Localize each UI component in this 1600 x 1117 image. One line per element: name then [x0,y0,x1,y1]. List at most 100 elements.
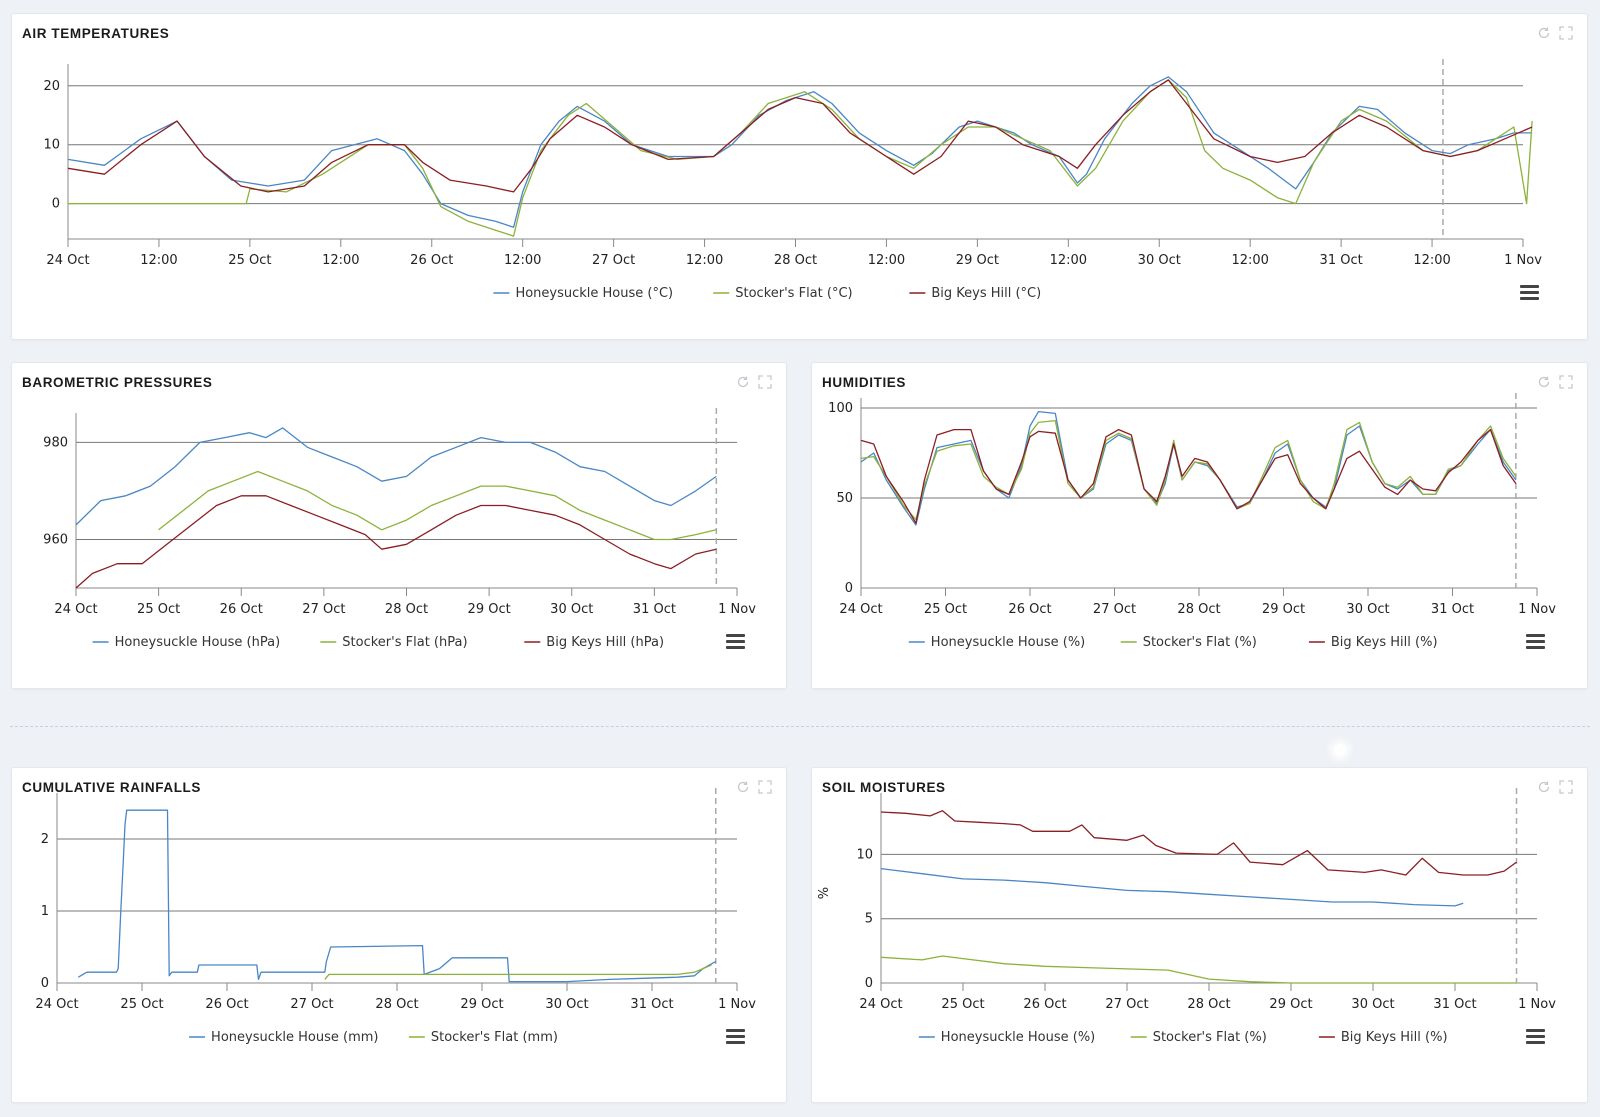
fullscreen-icon[interactable] [758,375,772,389]
fullscreen-icon[interactable] [1559,375,1573,389]
x-tick-label: 25 Oct [228,253,271,268]
x-tick-label: 30 Oct [550,602,593,617]
x-tick-label: 1 Nov [718,997,756,1012]
panel-title: CUMULATIVE RAINFALLS [22,780,201,795]
x-tick-label: 12:00 [504,253,541,268]
series-line-1 [880,867,1464,907]
x-tick-label: 26 Oct [1008,602,1051,617]
menu-bar [1526,646,1545,649]
y-tick-label: 0 [865,976,873,991]
hamburger-menu-icon[interactable] [1520,285,1539,300]
y-tick-label: 2 [41,832,49,847]
refresh-icon[interactable] [736,780,750,794]
legend-item[interactable]: Honeysuckle House (mm) [189,1030,378,1045]
x-tick-label: 12:00 [868,253,905,268]
x-tick-label: 12:00 [1413,253,1450,268]
refresh-icon[interactable] [1537,375,1551,389]
x-tick-label: 12:00 [1050,253,1087,268]
humidities-chart: 0 50 100 24 Oct 25 Oct 26 Oct 27 Oct 28 Oct 29 O… [828,393,1556,650]
x-tick-label: 29 Oct [468,602,511,617]
y-tick-label: 20 [43,79,60,94]
legend-item[interactable]: Stocker's Flat (%) [1120,635,1257,650]
series-line-3 [67,79,1533,193]
x-tick-label: 28 Oct [1187,997,1230,1012]
legend-item[interactable]: Big Keys Hill (hPa) [524,635,664,650]
legend-label: Honeysuckle House (hPa) [115,635,281,650]
hamburger-menu-icon[interactable] [726,1029,745,1044]
x-tick-label: 12:00 [686,253,723,268]
barometric-pressures-chart: 960 980 24 Oct 25 Oct 26 Oct 27 Oct 28 Oct 29 O… [43,408,756,650]
x-tick-label: 31 Oct [1431,602,1474,617]
menu-bar [726,1041,745,1044]
series-line-1 [67,76,1533,228]
menu-bar [726,634,745,637]
x-tick-label: 28 Oct [385,602,428,617]
refresh-icon[interactable] [736,375,750,389]
x-tick-label: 29 Oct [1269,997,1312,1012]
series-line-3 [860,428,1517,524]
legend-item[interactable]: Stocker's Flat (hPa) [320,635,468,650]
y-tick-label: 10 [43,138,60,153]
x-tick-label: 28 Oct [1177,602,1220,617]
panel-title: BAROMETRIC PRESSURES [22,375,213,390]
legend-item[interactable]: Honeysuckle House (%) [918,1030,1095,1045]
hamburger-menu-icon[interactable] [1526,1029,1545,1044]
x-tick-label: 26 Oct [220,602,263,617]
x-tick-label: 27 Oct [290,997,333,1012]
legend-item[interactable]: Honeysuckle House (%) [908,635,1085,650]
legend-item[interactable]: Big Keys Hill (%) [1318,1030,1448,1045]
x-tick-label: 30 Oct [1346,602,1389,617]
x-tick-label: 28 Oct [375,997,418,1012]
x-tick-label: 12:00 [140,253,177,268]
legend-item[interactable]: Stocker's Flat (mm) [408,1030,558,1045]
y-axis-label: % [817,887,832,899]
refresh-icon[interactable] [1537,780,1551,794]
hamburger-menu-icon[interactable] [1526,634,1545,649]
x-tick-label: 24 Oct [46,253,89,268]
legend-label: Stocker's Flat (°C) [735,286,852,301]
y-tick-label: 1 [41,904,49,919]
menu-bar [1520,291,1539,294]
x-tick-label: 24 Oct [35,997,78,1012]
x-tick-label: 27 Oct [302,602,345,617]
legend-label: Stocker's Flat (mm) [431,1030,558,1045]
y-tick-label: 0 [52,197,60,212]
legend-label: Honeysuckle House (%) [931,635,1085,650]
y-tick-label: 0 [41,976,49,991]
legend-label: Honeysuckle House (%) [941,1030,1095,1045]
x-tick-label: 24 Oct [54,602,97,617]
soil-moistures-panel: SOIL MOISTURES 0 5 10 24 Oct 25 Oct 26 Oct 27 … [811,767,1588,1103]
legend-label: Honeysuckle House (°C) [515,286,673,301]
series-line-3 [880,810,1517,876]
x-tick-label: 1 Nov [718,602,756,617]
menu-bar [1526,1035,1545,1038]
cumulative-rainfalls-chart: 0 1 2 24 Oct 25 Oct 26 Oct 27 Oct 28 Oct 29 Oct 3… [35,788,756,1045]
hamburger-menu-icon[interactable] [726,634,745,649]
series-line-2 [880,955,1517,984]
x-tick-label: 25 Oct [941,997,984,1012]
legend-item[interactable]: Honeysuckle House (°C) [493,286,673,301]
x-tick-label: 26 Oct [410,253,453,268]
x-tick-label: 25 Oct [120,997,163,1012]
series-line-2 [68,79,1533,237]
fullscreen-icon[interactable] [758,780,772,794]
legend-item[interactable]: Big Keys Hill (°C) [909,286,1041,301]
menu-bar [726,1029,745,1032]
legend-item[interactable]: Stocker's Flat (%) [1130,1030,1267,1045]
x-tick-label: 12:00 [1231,253,1268,268]
legend-item[interactable]: Stocker's Flat (°C) [713,286,853,301]
legend-item[interactable]: Big Keys Hill (%) [1308,635,1438,650]
fullscreen-icon[interactable] [1559,780,1573,794]
legend-item[interactable]: Honeysuckle House (hPa) [92,635,281,650]
fullscreen-icon[interactable] [1559,26,1573,40]
panel-title: HUMIDITIES [822,375,907,390]
refresh-icon[interactable] [1537,26,1551,40]
x-tick-label: 25 Oct [137,602,180,617]
legend-label: Stocker's Flat (%) [1153,1030,1267,1045]
x-tick-label: 12:00 [322,253,359,268]
x-tick-label: 25 Oct [924,602,967,617]
legend-label: Stocker's Flat (hPa) [342,635,467,650]
series-line-3 [75,495,717,589]
y-tick-label: 50 [836,491,853,506]
y-tick-label: 980 [43,435,68,450]
